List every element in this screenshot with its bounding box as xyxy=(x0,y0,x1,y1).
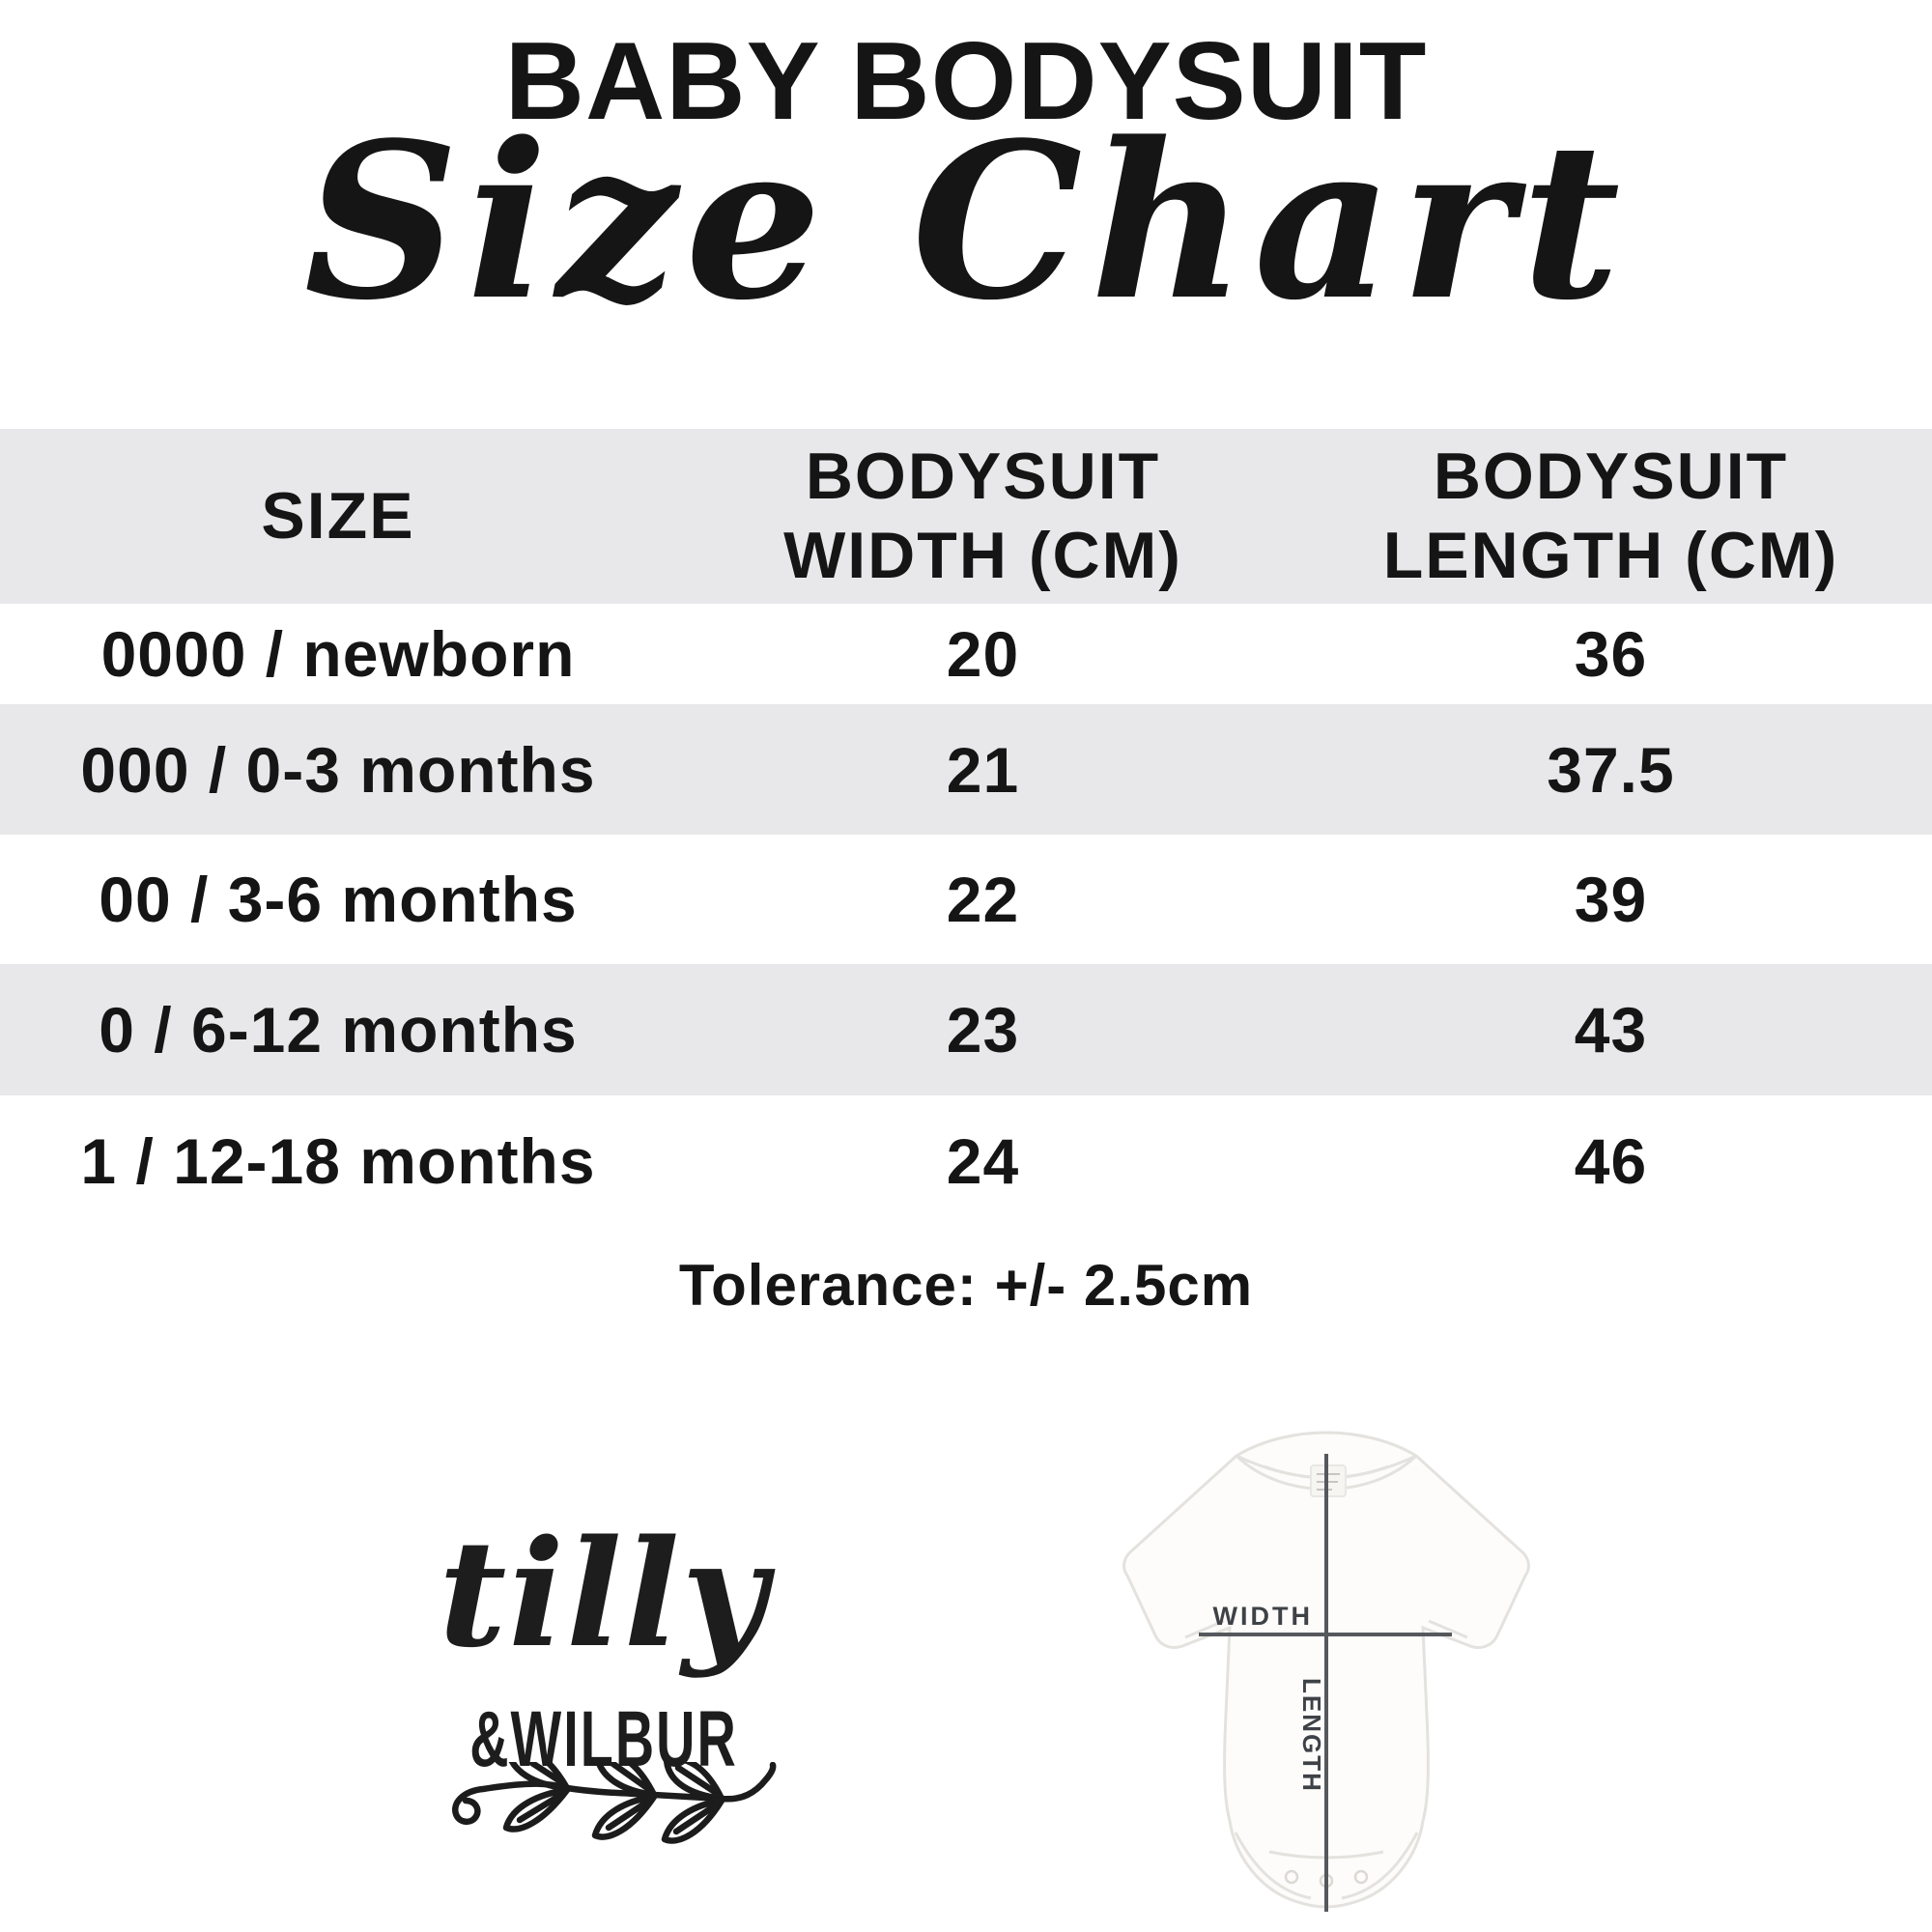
width-cell: 22 xyxy=(946,864,1020,935)
length-cell: 46 xyxy=(1574,1124,1648,1197)
tolerance-note: Tolerance: +/- 2.5cm xyxy=(678,1253,1254,1318)
column-header-length: BODYSUIT LENGTH (CM) xyxy=(1382,439,1839,592)
column-header-width: BODYSUIT WIDTH (CM) xyxy=(783,439,1182,592)
width-cell: 24 xyxy=(946,1124,1020,1197)
size-cell: 00 / 3-6 months xyxy=(99,864,578,935)
table-row: 00 / 3-6 months 22 39 xyxy=(0,835,1932,964)
column-header-size: SIZE xyxy=(261,478,415,553)
main-title: BABY BODYSUIT xyxy=(504,20,1428,143)
length-cell: 36 xyxy=(1574,618,1648,690)
width-cell: 21 xyxy=(946,733,1020,806)
width-label: WIDTH xyxy=(1213,1602,1313,1631)
table-header-row: SIZE BODYSUIT WIDTH (CM) BODYSUIT LENGTH… xyxy=(0,429,1932,604)
table-body: 0000 / newborn 20 36 000 / 0-3 months 21 37.5… xyxy=(0,604,1932,1226)
length-label: LENGTH xyxy=(1297,1678,1326,1793)
laurel-branch-icon xyxy=(452,1762,777,1844)
width-cell: 20 xyxy=(946,618,1020,690)
bodysuit-diagram: WIDTH LENGTH xyxy=(1122,1431,1530,1912)
brand-logo-name: tilly xyxy=(439,1507,769,1680)
table-row: 0000 / newborn 20 36 xyxy=(0,604,1932,704)
table-row: 1 / 12-18 months 24 46 xyxy=(0,1095,1932,1226)
table-row: 0 / 6-12 months 23 43 xyxy=(0,964,1932,1095)
brand-ampersand: & xyxy=(469,1695,511,1783)
size-table: SIZE BODYSUIT WIDTH (CM) BODYSUIT LENGTH… xyxy=(0,429,1932,1226)
size-cell: 0 / 6-12 months xyxy=(99,994,578,1065)
length-cell: 37.5 xyxy=(1547,733,1675,806)
size-cell: 000 / 0-3 months xyxy=(80,733,596,806)
length-cell: 39 xyxy=(1574,864,1648,935)
size-cell: 0000 / newborn xyxy=(100,618,576,690)
length-cell: 43 xyxy=(1574,994,1648,1065)
width-cell: 23 xyxy=(946,994,1020,1065)
size-cell: 1 / 12-18 months xyxy=(80,1124,596,1197)
subtitle: Size Chart xyxy=(303,97,1629,348)
table-row: 000 / 0-3 months 21 37.5 xyxy=(0,704,1932,835)
